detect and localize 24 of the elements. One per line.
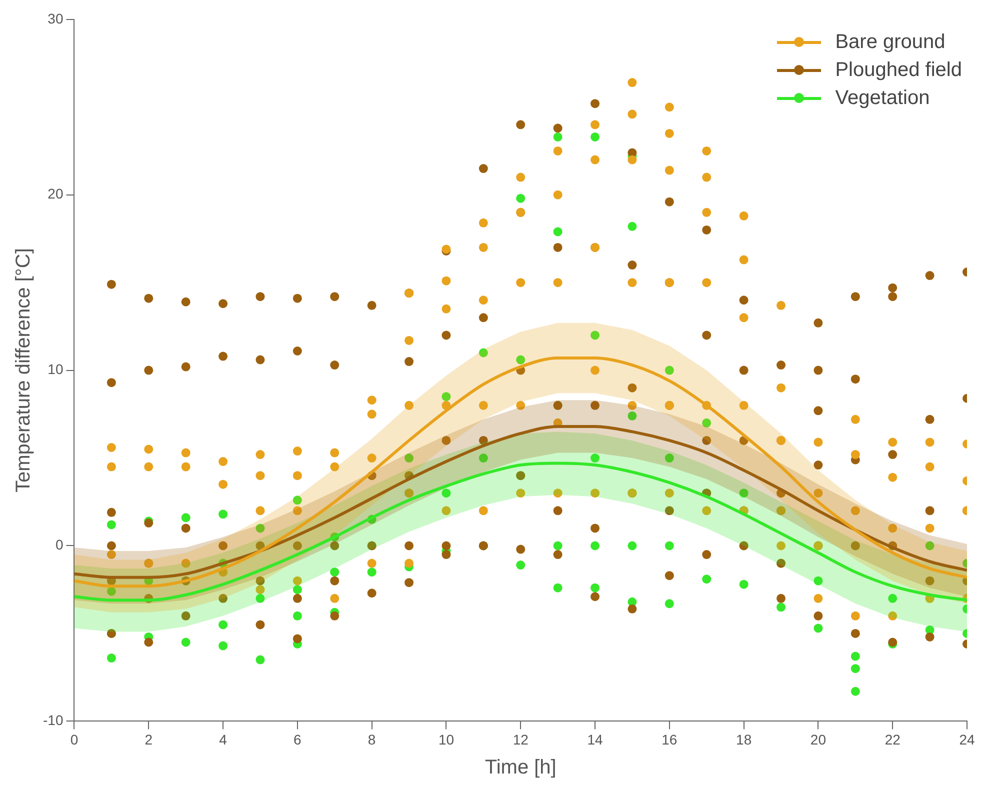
y-tick-label: 0	[55, 536, 64, 553]
y-tick-label: 30	[48, 10, 64, 26]
x-tick-label: 14	[587, 731, 604, 748]
x-tick-label: 18	[736, 731, 752, 748]
x-tick-label: 24	[959, 731, 975, 748]
x-tick-label: 20	[810, 731, 826, 748]
line-series	[74, 356, 967, 588]
legend-label: Vegetation	[835, 86, 930, 110]
x-tick-label: 4	[219, 731, 228, 748]
y-tick-label: 20	[48, 186, 64, 202]
y-tick-label: -10	[43, 712, 64, 728]
x-tick-label: 16	[662, 731, 678, 748]
x-tick-label: 12	[512, 731, 529, 748]
legend-label: Ploughed field	[835, 58, 962, 82]
legend-label: Bare ground	[835, 30, 946, 54]
x-tick-label: 0	[70, 731, 78, 748]
x-tick-label: 2	[144, 731, 153, 748]
x-tick-label: 22	[884, 731, 901, 748]
x-tick-label: 8	[368, 731, 376, 748]
y-tick-label: 10	[48, 361, 64, 378]
x-tick-label: 6	[294, 731, 302, 748]
x-axis-title: Time [h]	[484, 756, 556, 779]
x-tick-label: 10	[438, 731, 454, 748]
y-axis-title: Temperature difference [°C]	[12, 248, 35, 493]
